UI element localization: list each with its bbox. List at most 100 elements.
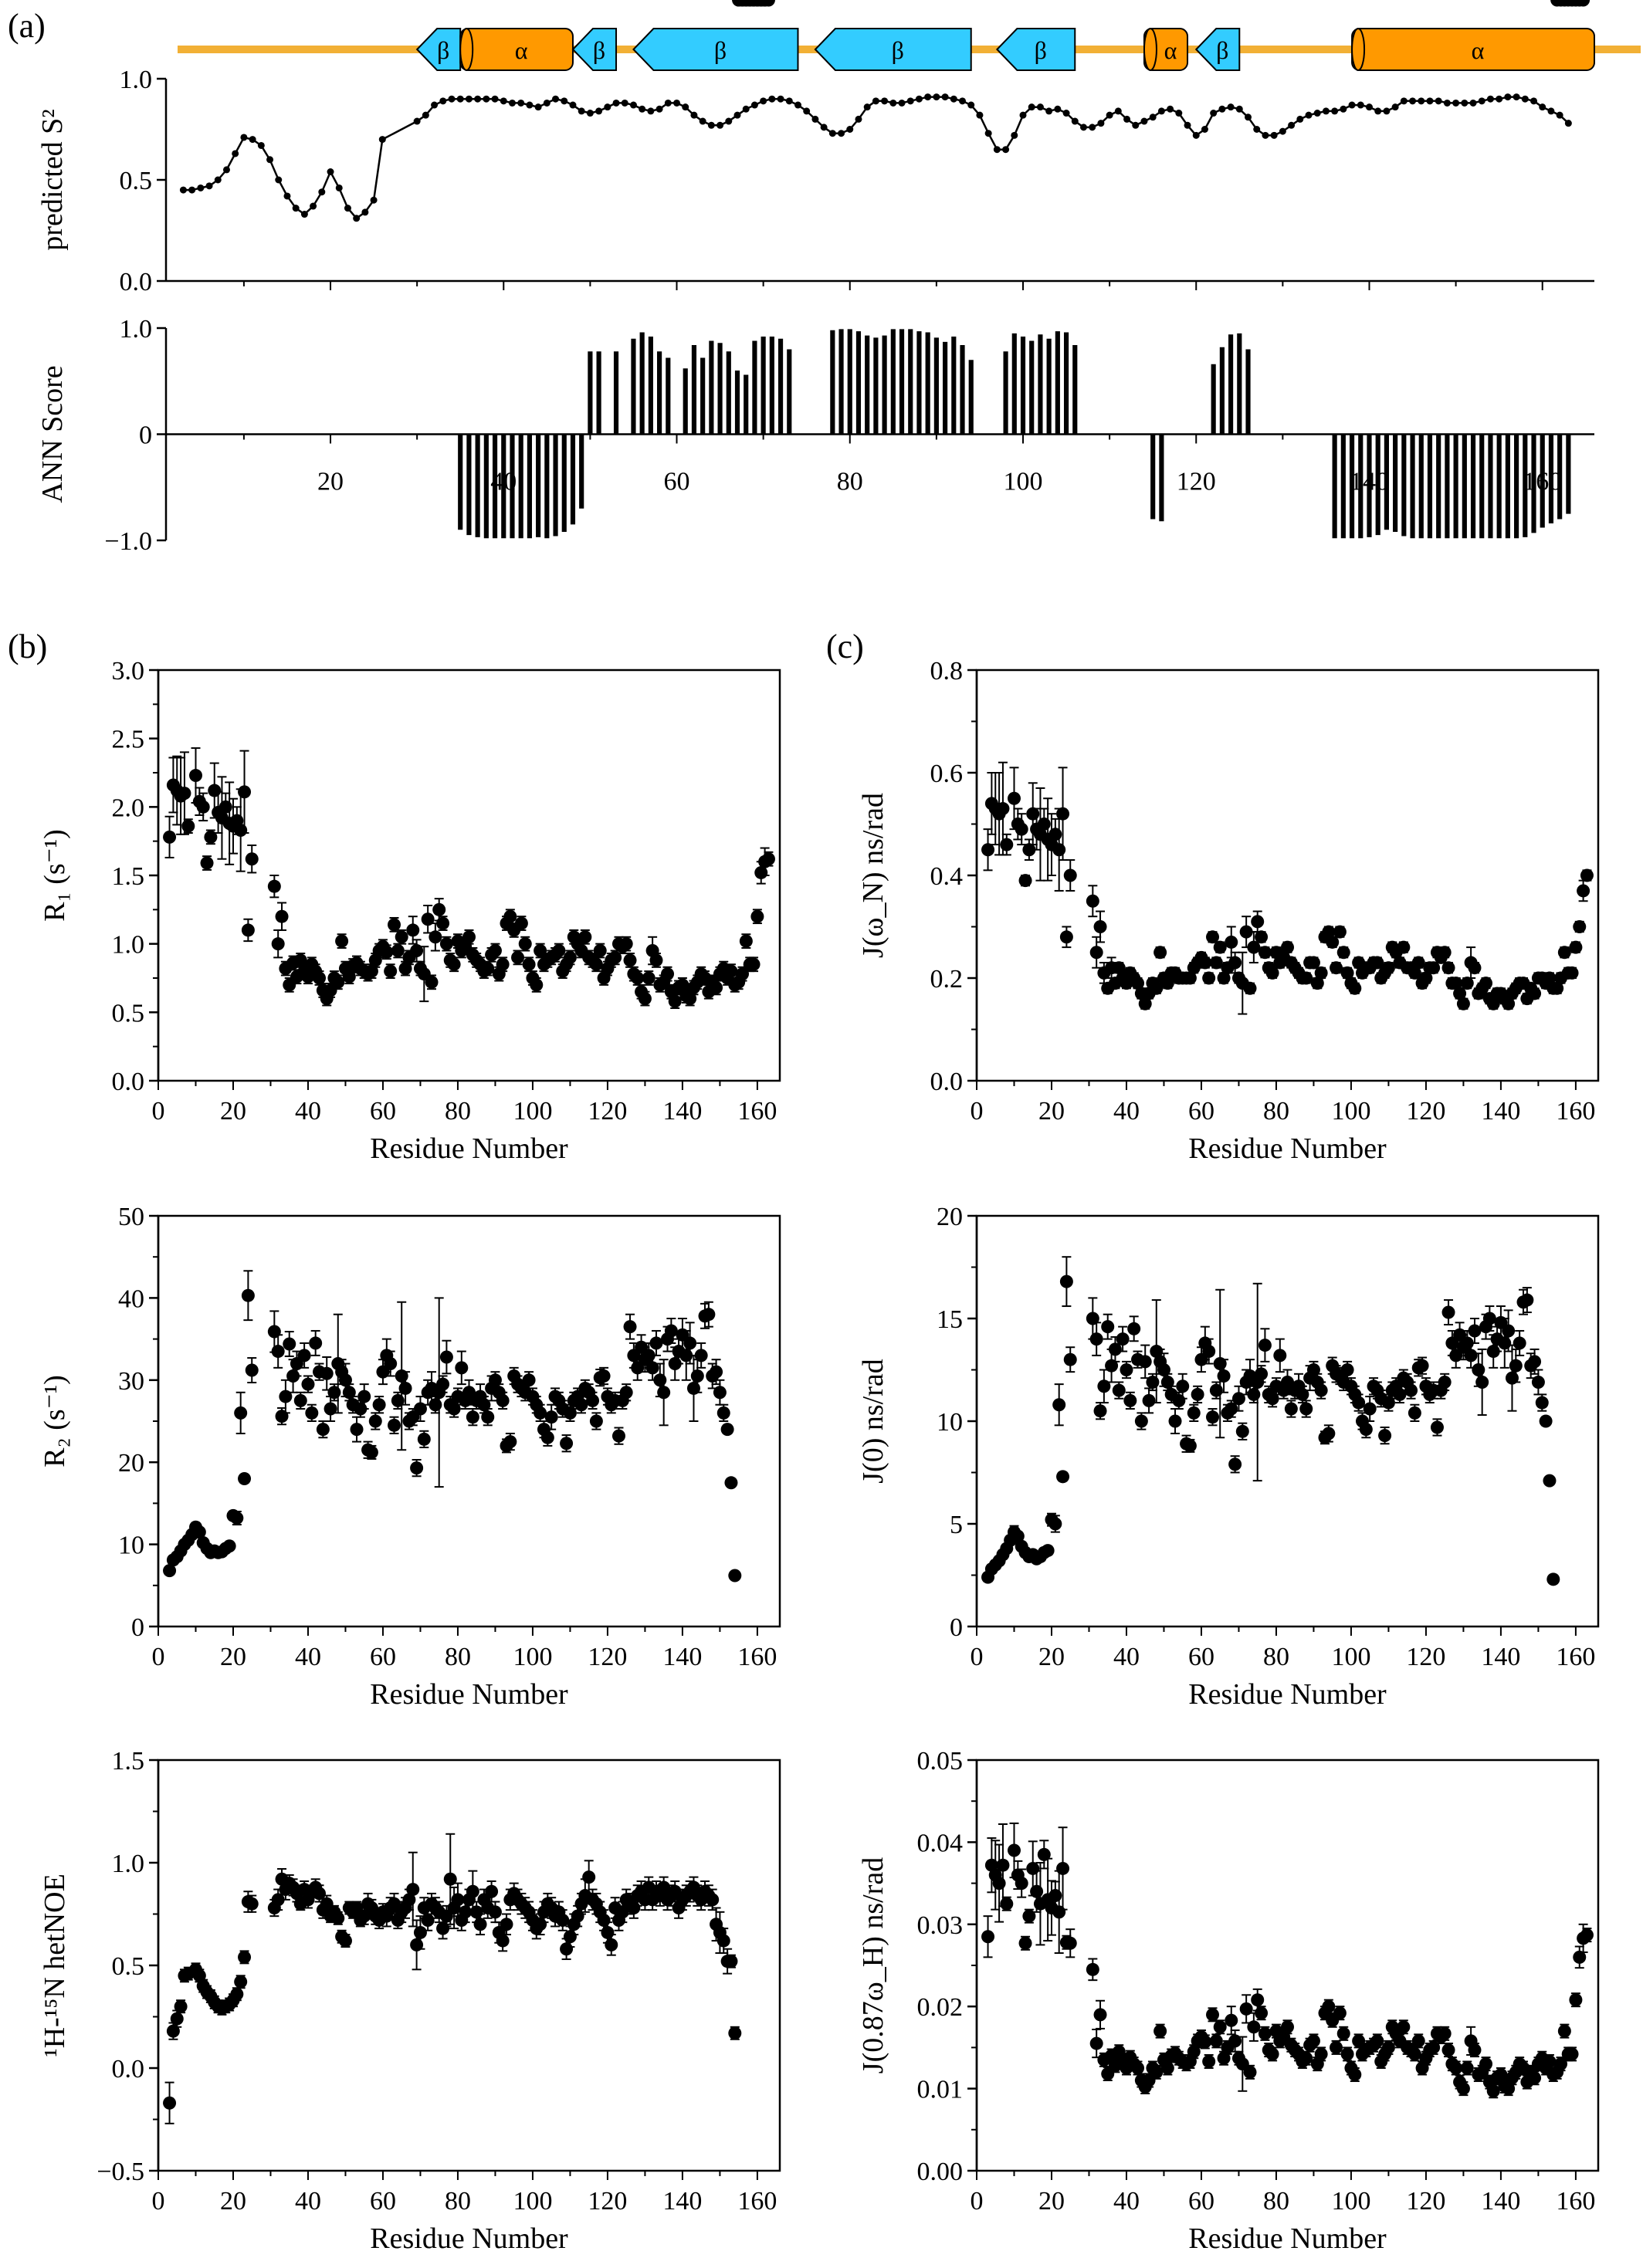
r1-point bbox=[439, 937, 453, 951]
r1-xtick-label: 120 bbox=[588, 1097, 627, 1126]
ann-bar bbox=[458, 434, 463, 530]
s2-point bbox=[240, 134, 248, 141]
s2-point bbox=[1235, 105, 1243, 113]
s2-ytick-label: 0.5 bbox=[120, 167, 153, 195]
r1-point bbox=[196, 800, 210, 814]
jh-point bbox=[1213, 2020, 1227, 2034]
j0-point bbox=[1513, 1336, 1526, 1350]
jn-point bbox=[1160, 977, 1174, 990]
r1-point bbox=[496, 957, 510, 971]
r1-point bbox=[481, 962, 495, 976]
ann-bar bbox=[1211, 364, 1216, 435]
jh-point bbox=[1209, 2034, 1223, 2048]
s2-point bbox=[300, 211, 308, 218]
j0-point bbox=[1176, 1379, 1190, 1393]
r2-point bbox=[447, 1402, 461, 1416]
j0-point bbox=[1206, 1410, 1220, 1424]
j0-point bbox=[1172, 1393, 1186, 1407]
noe-xtick-label: 0 bbox=[152, 2187, 165, 2216]
jn-point bbox=[1479, 977, 1493, 990]
jn-ylabel: J(ω_N) ns/rad bbox=[857, 793, 889, 958]
jn-point bbox=[1314, 966, 1328, 980]
r2-point bbox=[728, 1569, 742, 1583]
ann-bar bbox=[483, 434, 489, 539]
jn-xtick-label: 60 bbox=[1188, 1097, 1214, 1126]
s2-point bbox=[500, 97, 507, 105]
s2-point bbox=[794, 101, 801, 109]
s2-point bbox=[586, 110, 594, 117]
jn-point bbox=[1063, 868, 1077, 882]
jn-point bbox=[1000, 838, 1014, 851]
ann-ytick-label: 1.0 bbox=[120, 315, 153, 344]
r2-point bbox=[481, 1410, 495, 1424]
r1-point bbox=[739, 934, 753, 948]
r2-ytick-label: 30 bbox=[118, 1367, 144, 1396]
s2-point bbox=[214, 176, 222, 184]
noe-xtick-label: 60 bbox=[370, 2187, 396, 2216]
noe-ytick-label: 0.0 bbox=[112, 2055, 145, 2084]
noe-point bbox=[338, 1934, 352, 1948]
s2-point bbox=[1079, 124, 1087, 131]
ann-bar bbox=[1514, 434, 1519, 539]
r2-point bbox=[320, 1366, 334, 1380]
r2-point bbox=[683, 1336, 697, 1350]
jn-xtick-label: 80 bbox=[1263, 1097, 1289, 1126]
r1-point bbox=[724, 964, 738, 978]
ann-bar bbox=[1540, 434, 1545, 528]
r1-point bbox=[761, 852, 775, 866]
jh-point bbox=[1543, 2054, 1557, 2068]
r1-point bbox=[578, 930, 592, 944]
jh-ytick-label: 0.01 bbox=[917, 2076, 964, 2104]
s2-point bbox=[266, 156, 274, 164]
noe-xtick-label: 80 bbox=[445, 2187, 471, 2216]
ann-bar bbox=[787, 349, 792, 435]
jn-point bbox=[1330, 961, 1343, 975]
s2-point bbox=[629, 101, 637, 109]
jh-point bbox=[1314, 2047, 1328, 2061]
j0-point bbox=[1127, 1322, 1141, 1335]
jn-xtick-label: 100 bbox=[1331, 1097, 1370, 1126]
noe-point bbox=[488, 1905, 502, 1919]
s2-point bbox=[976, 111, 984, 119]
j0-point bbox=[1056, 1470, 1070, 1484]
ann-bar bbox=[700, 357, 706, 435]
ann-bar bbox=[1384, 434, 1389, 530]
s2-point bbox=[526, 101, 534, 109]
jh-point bbox=[1557, 2024, 1571, 2038]
jn-point bbox=[1565, 966, 1579, 980]
j0-point bbox=[1191, 1387, 1204, 1401]
ann-bar bbox=[518, 434, 523, 539]
noe-point bbox=[238, 1950, 252, 1964]
ann-bar bbox=[960, 345, 965, 435]
r2-xtick-label: 160 bbox=[737, 1643, 777, 1671]
s2-point bbox=[707, 121, 715, 129]
r1-point bbox=[608, 950, 622, 964]
r2-ytick-label: 10 bbox=[118, 1532, 144, 1560]
j0-ylabel: J(0) ns/rad bbox=[857, 1359, 889, 1483]
jh-point bbox=[1015, 1877, 1028, 1891]
j0-point bbox=[1378, 1429, 1392, 1443]
s2-point bbox=[1564, 120, 1572, 127]
ann-bar bbox=[510, 434, 515, 539]
j0-point bbox=[1340, 1363, 1354, 1376]
r2-point bbox=[324, 1402, 337, 1416]
jh-xtick-label: 0 bbox=[971, 2187, 984, 2216]
r1-point bbox=[511, 950, 525, 964]
jh-point bbox=[1528, 2071, 1542, 2085]
jn-point bbox=[1348, 981, 1362, 995]
ann-bar bbox=[761, 337, 766, 435]
noe-chart: −0.50.00.51.01.50 20 40 60 80 100 120 140 160Res… bbox=[39, 0, 781, 2255]
ann-bar bbox=[1410, 434, 1415, 539]
r1-point bbox=[234, 823, 248, 837]
r1-ytick-label: 0.0 bbox=[112, 1068, 145, 1096]
ann-bar bbox=[908, 329, 913, 435]
ann-bar bbox=[1349, 434, 1355, 539]
jn-ytick-label: 0.6 bbox=[930, 760, 964, 788]
r2-point bbox=[338, 1373, 352, 1387]
jn-point bbox=[1202, 971, 1216, 985]
ann-ytick-label: 0 bbox=[139, 421, 152, 450]
ann-bar bbox=[553, 434, 558, 537]
jh-point bbox=[1397, 2020, 1411, 2034]
s2-point bbox=[1521, 95, 1529, 103]
jh-point bbox=[1333, 2006, 1347, 2020]
